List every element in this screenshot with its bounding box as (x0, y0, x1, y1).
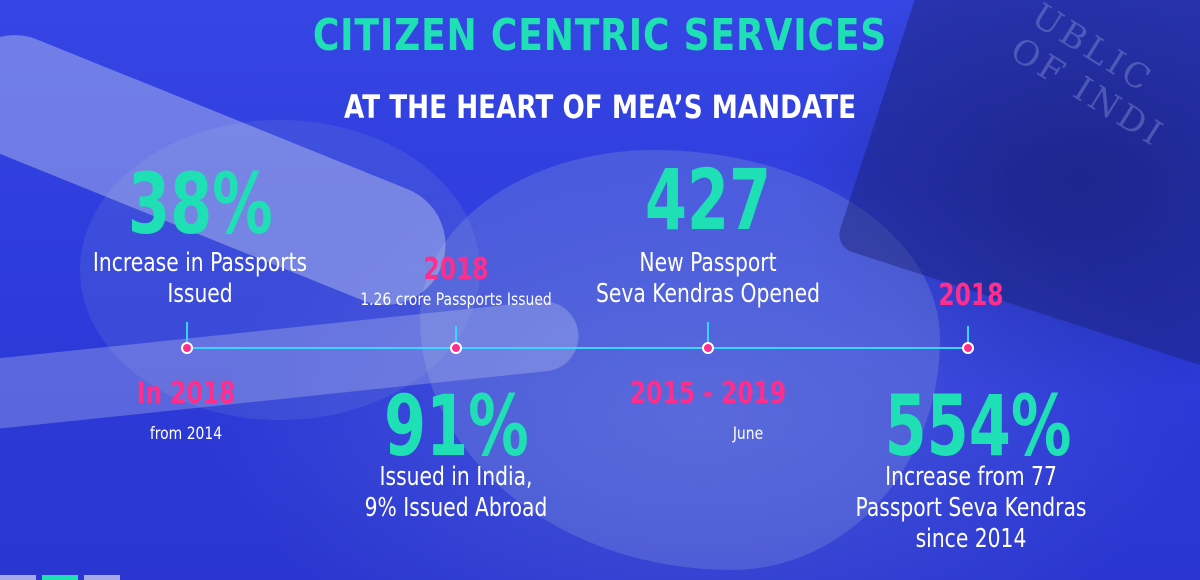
passports-2018-year: 2018 (423, 252, 489, 287)
new-kendras-desc-line2: Seva Kendras Opened (595, 279, 821, 310)
timeline-connector-1 (186, 322, 188, 348)
passports-2018-desc-line1: Issued in India, (379, 462, 533, 492)
kendra-growth-desc-line1: Increase from 77 (885, 462, 1057, 492)
kendra-growth-desc-line2: Passport Seva Kendras (855, 493, 1087, 524)
timeline-connector-3 (707, 322, 709, 348)
kendra-growth-description: Increase from 77 Passport Seva Kendras s… (846, 462, 1096, 556)
new-kendras-value: 427 (644, 151, 772, 249)
passports-2018-note: 1.26 crore Passports Issued (360, 290, 552, 310)
page-subtitle: AT THE HEART OF MEA’S MANDATE (343, 88, 857, 126)
new-kendras-desc-line1: New Passport (639, 248, 777, 278)
new-kendras-period: 2015 - 2019 (629, 376, 787, 411)
passports-growth-description: Increase in Passports Issued (75, 248, 325, 310)
timeline-connector-2 (455, 326, 457, 348)
map-region-shape (80, 120, 480, 420)
passports-2018-description: Issued in India, 9% Issued Abroad (331, 462, 581, 524)
timeline-connector-4 (967, 326, 969, 348)
kendra-growth-desc-line3: since 2014 (915, 524, 1027, 555)
passports-growth-desc-line2: Issued (167, 279, 233, 310)
page-title: CITIZEN CENTRIC SERVICES (312, 10, 888, 61)
passports-growth-period-note: from 2014 (149, 424, 223, 444)
kendra-growth-value: 554% (884, 377, 1072, 475)
timeline-marker-1 (181, 342, 193, 354)
timeline-marker-4 (962, 342, 974, 354)
passports-2018-desc-line2: 9% Issued Abroad (364, 493, 548, 524)
passports-growth-value: 38% (128, 155, 273, 253)
kendra-growth-year: 2018 (938, 278, 1004, 313)
new-kendras-description: New Passport Seva Kendras Opened (583, 248, 833, 310)
passports-growth-desc-line1: Increase in Passports (92, 248, 308, 278)
slide-pager (0, 575, 150, 580)
pager-segment-2[interactable] (42, 575, 78, 580)
timeline-line (186, 347, 968, 349)
passports-2018-value: 91% (384, 377, 529, 475)
new-kendras-period-note: June (732, 424, 764, 444)
pager-segment-1[interactable] (0, 575, 36, 580)
pager-segment-3[interactable] (84, 575, 120, 580)
timeline-marker-2 (450, 342, 462, 354)
timeline-marker-3 (702, 342, 714, 354)
passports-growth-period: In 2018 (136, 376, 236, 411)
